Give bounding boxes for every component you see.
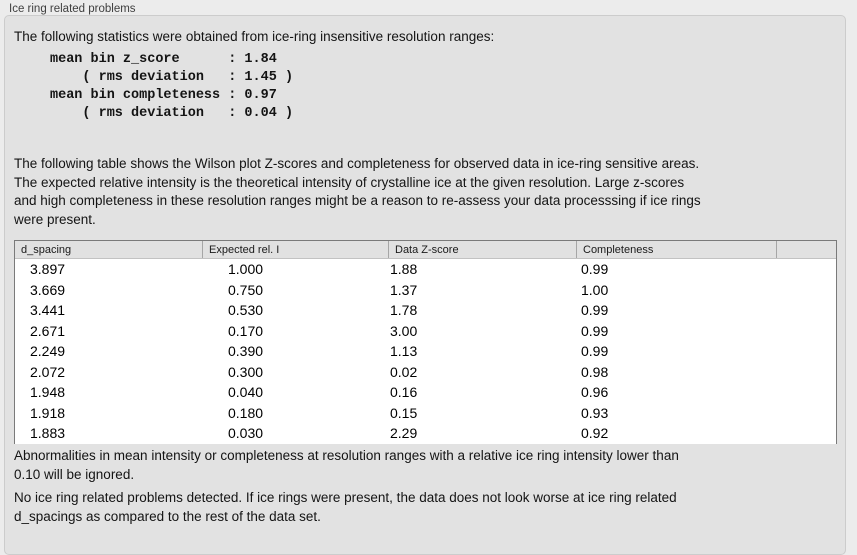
cell-d-spacing: 3.897 (30, 261, 66, 278)
cell-d-spacing: 2.072 (30, 363, 66, 380)
cell-expected-rel-i: 0.390 (228, 343, 264, 360)
stats-block: mean bin z_score : 1.84 ( rms deviation … (50, 52, 294, 121)
column-header-d-spacing[interactable]: d_spacing (21, 243, 72, 256)
column-header-data-z-score[interactable]: Data Z-score (388, 241, 576, 258)
cell-completeness: 0.96 (581, 384, 609, 401)
cell-expected-rel-i: 0.030 (228, 425, 264, 442)
cell-d-spacing: 1.883 (30, 425, 66, 442)
cell-d-spacing: 1.918 (30, 404, 66, 421)
cell-expected-rel-i: 0.750 (228, 281, 264, 298)
conclusion-text: No ice ring related problems detected. I… (14, 490, 677, 524)
table-row[interactable]: 2.671 0.170 3.00 0.99 (15, 320, 836, 342)
table-row[interactable]: 1.948 0.040 0.16 0.96 (15, 382, 836, 403)
cell-data-z-score: 2.29 (390, 425, 418, 442)
cell-expected-rel-i: 0.300 (228, 363, 264, 380)
cell-empty (776, 382, 836, 403)
intro-text: The following statistics were obtained f… (14, 29, 495, 44)
cell-d-spacing: 3.669 (30, 281, 66, 298)
table-row[interactable]: 2.072 0.300 0.02 0.98 (15, 361, 836, 383)
cell-data-z-score: 1.37 (390, 281, 418, 298)
cell-expected-rel-i: 0.180 (228, 404, 264, 421)
cell-empty (776, 362, 836, 383)
cell-expected-rel-i: 0.530 (228, 302, 264, 319)
cell-expected-rel-i: 0.170 (228, 322, 264, 339)
cell-data-z-score: 1.78 (390, 302, 418, 319)
ignore-note: Abnormalities in mean intensity or compl… (14, 448, 679, 482)
cell-empty (776, 259, 836, 280)
ice-ring-table: d_spacing Expected rel. I Data Z-score C… (14, 240, 837, 444)
table-row[interactable]: 3.441 0.530 1.78 0.99 (15, 300, 836, 321)
column-header-empty (776, 241, 836, 258)
cell-completeness: 0.93 (581, 404, 609, 421)
cell-d-spacing: 2.671 (30, 322, 66, 339)
cell-data-z-score: 0.16 (390, 384, 418, 401)
table-header-row: d_spacing Expected rel. I Data Z-score C… (15, 241, 836, 259)
table-row[interactable]: 3.669 0.750 1.37 1.00 (15, 279, 836, 301)
cell-d-spacing: 2.249 (30, 343, 66, 360)
cell-empty (776, 321, 836, 342)
cell-expected-rel-i: 1.000 (228, 261, 264, 278)
cell-empty (776, 280, 836, 301)
cell-data-z-score: 0.02 (390, 363, 418, 380)
cell-completeness: 0.99 (581, 261, 609, 278)
cell-data-z-score: 1.88 (390, 261, 418, 278)
cell-empty (776, 300, 836, 321)
cell-completeness: 0.99 (581, 302, 609, 319)
table-description: The following table shows the Wilson plo… (14, 156, 701, 227)
cell-empty (776, 341, 836, 362)
cell-empty (776, 423, 836, 444)
cell-completeness: 0.98 (581, 363, 609, 380)
cell-completeness: 0.99 (581, 322, 609, 339)
cell-completeness: 1.00 (581, 281, 609, 298)
table-row[interactable]: 3.897 1.000 1.88 0.99 (15, 259, 836, 280)
cell-completeness: 0.99 (581, 343, 609, 360)
column-header-completeness[interactable]: Completeness (576, 241, 776, 258)
cell-empty (776, 403, 836, 424)
table-row[interactable]: 1.883 0.030 2.29 0.92 (15, 423, 836, 444)
cell-data-z-score: 1.13 (390, 343, 418, 360)
groupbox-title: Ice ring related problems (9, 3, 136, 15)
column-header-expected-rel-i[interactable]: Expected rel. I (202, 241, 388, 258)
cell-data-z-score: 3.00 (390, 322, 418, 339)
cell-data-z-score: 0.15 (390, 404, 418, 421)
cell-completeness: 0.92 (581, 425, 609, 442)
cell-expected-rel-i: 0.040 (228, 384, 264, 401)
cell-d-spacing: 1.948 (30, 384, 66, 401)
table-row[interactable]: 1.918 0.180 0.15 0.93 (15, 402, 836, 424)
cell-d-spacing: 3.441 (30, 302, 66, 319)
table-row[interactable]: 2.249 0.390 1.13 0.99 (15, 341, 836, 362)
